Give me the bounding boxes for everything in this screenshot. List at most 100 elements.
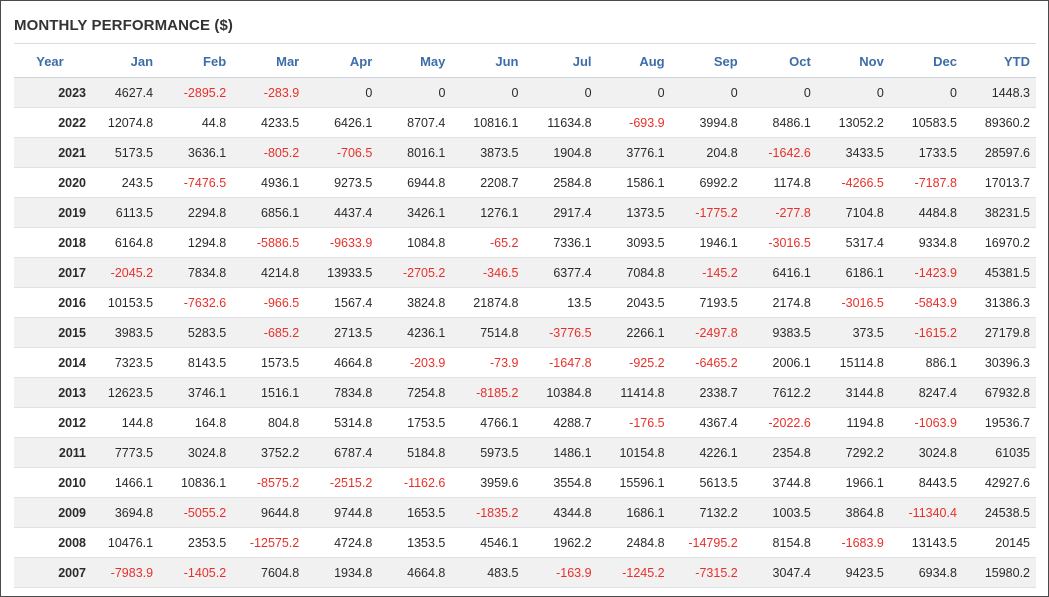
- value-cell-aug: 2484.8: [597, 527, 671, 558]
- column-header-dec: Dec: [889, 45, 963, 78]
- value-cell-mar: -283.9: [232, 77, 306, 108]
- value-cell-may: 5184.8: [378, 437, 452, 468]
- value-cell-may: 1353.5: [378, 527, 452, 558]
- value-cell-sep: -1775.2: [670, 197, 744, 228]
- value-cell-apr: 0: [305, 77, 379, 108]
- value-cell-dec: 8443.5: [889, 467, 963, 498]
- value-cell-oct: 3047.4: [743, 557, 817, 588]
- value-cell-mar: 6856.1: [232, 197, 306, 228]
- value-cell-jan: 10476.1: [86, 527, 160, 558]
- year-cell: 2023: [14, 77, 86, 108]
- value-cell-ytd: 31386.3: [962, 287, 1037, 318]
- value-cell-apr: 4724.8: [305, 527, 379, 558]
- value-cell-feb: -1405.2: [159, 557, 233, 588]
- panel-title: MONTHLY PERFORMANCE ($): [14, 17, 233, 34]
- value-cell-nov: 373.5: [816, 317, 890, 348]
- value-cell-jun: 0: [451, 77, 525, 108]
- value-cell-dec: -1063.9: [889, 407, 963, 438]
- column-header-ytd: YTD: [962, 45, 1037, 78]
- value-cell-oct: 2354.8: [743, 437, 817, 468]
- value-cell-apr: 6426.1: [305, 107, 379, 138]
- value-cell-feb: 8143.5: [159, 347, 233, 378]
- value-cell-nov: 1966.1: [816, 467, 890, 498]
- value-cell-nov: -4266.5: [816, 167, 890, 198]
- value-cell-dec: 4484.8: [889, 197, 963, 228]
- value-cell-jan: 6164.8: [86, 227, 160, 258]
- value-cell-apr: 9273.5: [305, 167, 379, 198]
- column-header-aug: Aug: [597, 45, 671, 78]
- value-cell-may: 8016.1: [378, 137, 452, 168]
- value-cell-may: 8707.4: [378, 107, 452, 138]
- value-cell-apr: 6787.4: [305, 437, 379, 468]
- value-cell-oct: -3016.5: [743, 227, 817, 258]
- value-cell-oct: -1642.6: [743, 137, 817, 168]
- value-cell-jan: -2045.2: [86, 257, 160, 288]
- value-cell-feb: 3024.8: [159, 437, 233, 468]
- value-cell-jun: 4766.1: [451, 407, 525, 438]
- value-cell-may: 7254.8: [378, 377, 452, 408]
- value-cell-jul: 1904.8: [524, 137, 598, 168]
- value-cell-feb: 3636.1: [159, 137, 233, 168]
- value-cell-mar: -685.2: [232, 317, 306, 348]
- value-cell-aug: 1586.1: [597, 167, 671, 198]
- column-header-jun: Jun: [451, 45, 525, 78]
- value-cell-dec: -7187.8: [889, 167, 963, 198]
- value-cell-dec: 10583.5: [889, 107, 963, 138]
- value-cell-aug: 2043.5: [597, 287, 671, 318]
- value-cell-may: 6944.8: [378, 167, 452, 198]
- value-cell-jul: 4288.7: [524, 407, 598, 438]
- value-cell-nov: 3144.8: [816, 377, 890, 408]
- year-cell: 2009: [14, 497, 86, 528]
- value-cell-mar: 7604.8: [232, 557, 306, 588]
- value-cell-jan: 3694.8: [86, 497, 160, 528]
- table-row-2020: 2020 243.5 -7476.5 4936.1 9273.5 6944.8 2208.7…: [14, 167, 1037, 198]
- year-cell: 2021: [14, 137, 86, 168]
- value-cell-aug: 7084.8: [597, 257, 671, 288]
- value-cell-ytd: 20145: [962, 527, 1037, 558]
- value-cell-feb: -5055.2: [159, 497, 233, 528]
- value-cell-may: 4664.8: [378, 557, 452, 588]
- value-cell-jul: 0: [524, 77, 598, 108]
- value-cell-ytd: 61035: [962, 437, 1037, 468]
- value-cell-sep: 1946.1: [670, 227, 744, 258]
- value-cell-dec: 0: [889, 77, 963, 108]
- value-cell-mar: 1573.5: [232, 347, 306, 378]
- column-header-sep: Sep: [670, 45, 744, 78]
- column-header-may: May: [378, 45, 452, 78]
- table-row-2010: 2010 1466.1 10836.1 -8575.2 -2515.2 -1162.6 39…: [14, 467, 1037, 498]
- year-cell: 2016: [14, 287, 86, 318]
- value-cell-sep: 204.8: [670, 137, 744, 168]
- value-cell-ytd: 19536.7: [962, 407, 1037, 438]
- value-cell-feb: 7834.8: [159, 257, 233, 288]
- value-cell-may: 4236.1: [378, 317, 452, 348]
- table-row-2019: 2019 6113.5 2294.8 6856.1 4437.4 3426.1 1276.1…: [14, 197, 1037, 228]
- value-cell-jul: -163.9: [524, 557, 598, 588]
- value-cell-feb: 3746.1: [159, 377, 233, 408]
- value-cell-ytd: 24538.5: [962, 497, 1037, 528]
- value-cell-nov: 3864.8: [816, 497, 890, 528]
- value-cell-mar: -8575.2: [232, 467, 306, 498]
- year-cell: 2022: [14, 107, 86, 138]
- table-row-2022: 2022 12074.8 44.8 4233.5 6426.1 8707.4 10816.1…: [14, 107, 1037, 138]
- value-cell-aug: -693.9: [597, 107, 671, 138]
- value-cell-jan: 7773.5: [86, 437, 160, 468]
- value-cell-aug: 1373.5: [597, 197, 671, 228]
- value-cell-apr: 13933.5: [305, 257, 379, 288]
- performance-table: Year Jan Feb Mar Apr May Jun Jul Aug Sep Oct Nov Dec…: [14, 45, 1037, 588]
- value-cell-nov: 7104.8: [816, 197, 890, 228]
- value-cell-sep: 7193.5: [670, 287, 744, 318]
- value-cell-jan: 5173.5: [86, 137, 160, 168]
- value-cell-feb: 164.8: [159, 407, 233, 438]
- value-cell-nov: -1683.9: [816, 527, 890, 558]
- value-cell-jul: -1647.8: [524, 347, 598, 378]
- value-cell-apr: -706.5: [305, 137, 379, 168]
- table-row-2016: 2016 10153.5 -7632.6 -966.5 1567.4 3824.8 2187…: [14, 287, 1037, 318]
- value-cell-jun: 7514.8: [451, 317, 525, 348]
- value-cell-nov: -3016.5: [816, 287, 890, 318]
- year-cell: 2013: [14, 377, 86, 408]
- year-cell: 2012: [14, 407, 86, 438]
- value-cell-oct: 3744.8: [743, 467, 817, 498]
- value-cell-jan: 4627.4: [86, 77, 160, 108]
- value-cell-ytd: 28597.6: [962, 137, 1037, 168]
